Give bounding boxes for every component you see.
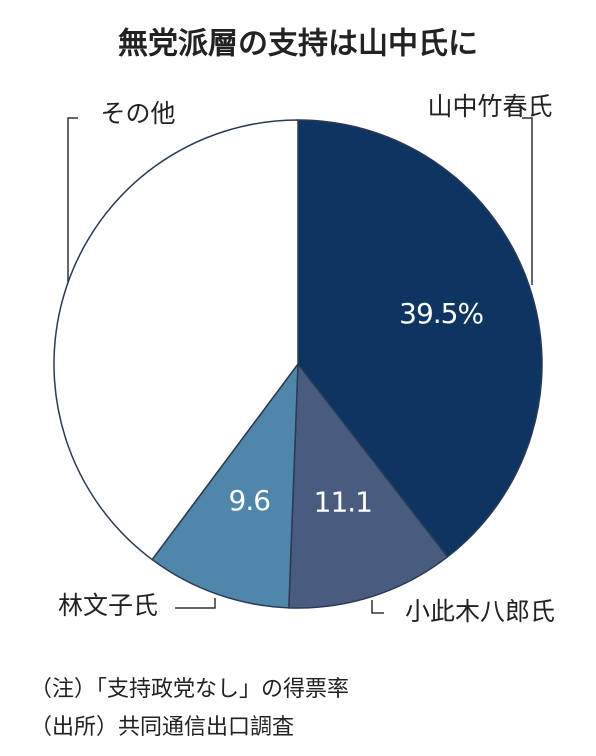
pie-slice bbox=[151, 361, 299, 609]
value-label: 11.1 bbox=[314, 485, 372, 518]
note: （注）「支持政党なし」の得票率 bbox=[30, 677, 349, 702]
category-label: 山中竹春氏 bbox=[427, 92, 552, 121]
value-label: 39.5% bbox=[399, 297, 483, 330]
leader-lines bbox=[67, 117, 533, 614]
leader-line bbox=[175, 598, 216, 609]
chart-title: 無党派層の支持は山中氏に bbox=[118, 27, 478, 62]
category-label: その他 bbox=[100, 99, 175, 128]
leader-line bbox=[522, 117, 533, 285]
note: （出所）共同通信出口調査 bbox=[30, 715, 294, 740]
category-label: 小此木八郎氏 bbox=[405, 597, 555, 626]
value-label: 9.6 bbox=[229, 484, 271, 517]
pie-slice bbox=[53, 119, 299, 561]
pie-slice bbox=[288, 361, 449, 609]
leader-line bbox=[371, 600, 384, 614]
pie-slice bbox=[297, 119, 543, 558]
category-label: 林文子氏 bbox=[58, 591, 158, 620]
leader-line bbox=[67, 117, 78, 285]
